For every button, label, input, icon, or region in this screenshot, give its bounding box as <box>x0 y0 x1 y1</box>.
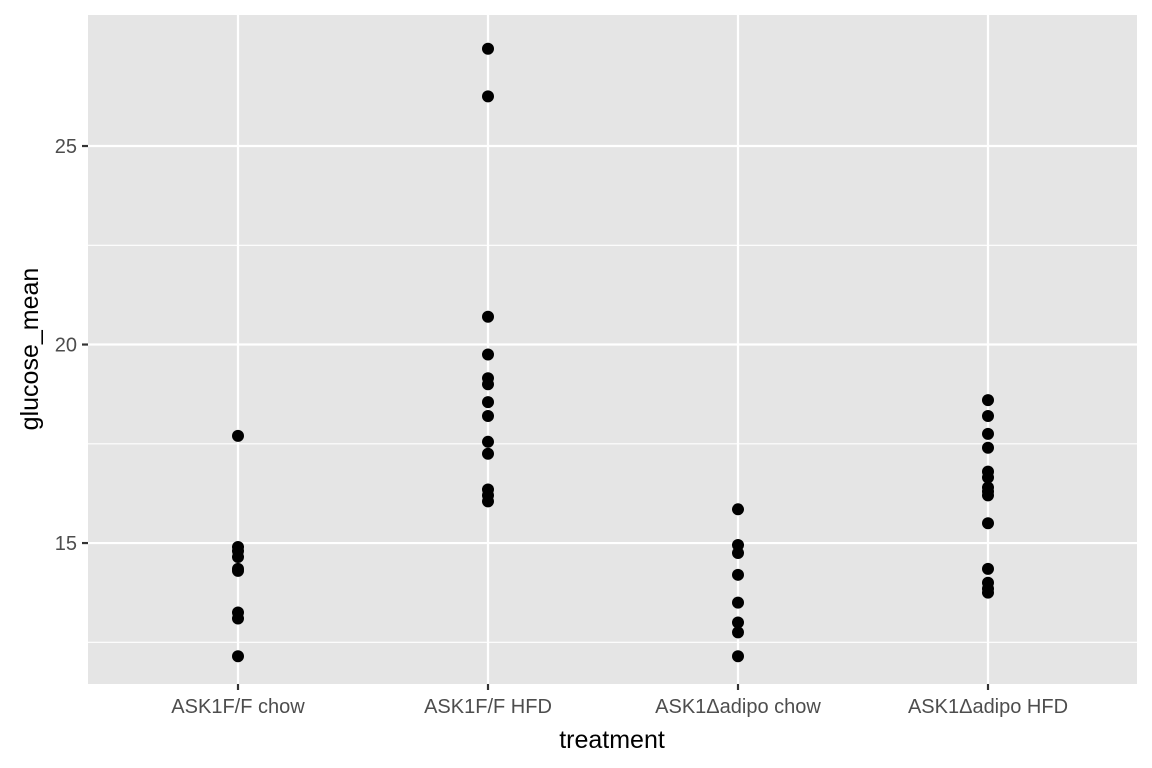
data-point <box>232 550 244 563</box>
data-point <box>482 435 494 448</box>
y-axis-title: glucose_mean <box>16 268 44 431</box>
y-tick-label: 20 <box>55 335 77 357</box>
data-point <box>232 612 244 625</box>
data-point <box>482 348 494 361</box>
data-point <box>482 310 494 323</box>
y-tick-label: 25 <box>55 136 77 158</box>
minor-grid-lines <box>88 244 1137 643</box>
data-point <box>982 441 994 454</box>
data-point <box>732 503 744 516</box>
x-tick-label: ASK1Δadipo chow <box>655 696 821 718</box>
data-points <box>232 42 994 663</box>
data-point <box>482 396 494 409</box>
data-point <box>232 650 244 663</box>
data-point <box>232 564 244 577</box>
x-tick-label: ASK1F/F chow <box>171 696 305 718</box>
x-axis-title: treatment <box>559 726 665 754</box>
data-point <box>732 650 744 663</box>
x-tick-label: ASK1F/F HFD <box>424 696 552 718</box>
x-tick-label: ASK1Δadipo HFD <box>908 696 1068 718</box>
data-point <box>732 568 744 581</box>
data-point <box>482 90 494 103</box>
y-axis: 15 20 25 <box>55 136 88 555</box>
data-point <box>482 42 494 55</box>
data-point <box>982 427 994 440</box>
data-point <box>732 596 744 609</box>
data-point <box>732 626 744 639</box>
data-point <box>732 546 744 559</box>
x-axis: ASK1F/F chow ASK1F/F HFD ASK1Δadipo chow AS… <box>171 684 1068 718</box>
data-point <box>482 495 494 508</box>
data-point <box>982 471 994 484</box>
data-point <box>482 378 494 391</box>
data-point <box>732 616 744 629</box>
data-point <box>982 489 994 502</box>
data-point <box>482 410 494 423</box>
y-tick-label: 15 <box>55 533 77 555</box>
data-point <box>982 586 994 599</box>
data-point <box>982 517 994 530</box>
data-point <box>982 394 994 407</box>
plot-panel <box>88 15 1137 684</box>
data-point <box>982 410 994 423</box>
data-point <box>232 429 244 442</box>
data-point <box>482 447 494 460</box>
data-point <box>982 562 994 575</box>
